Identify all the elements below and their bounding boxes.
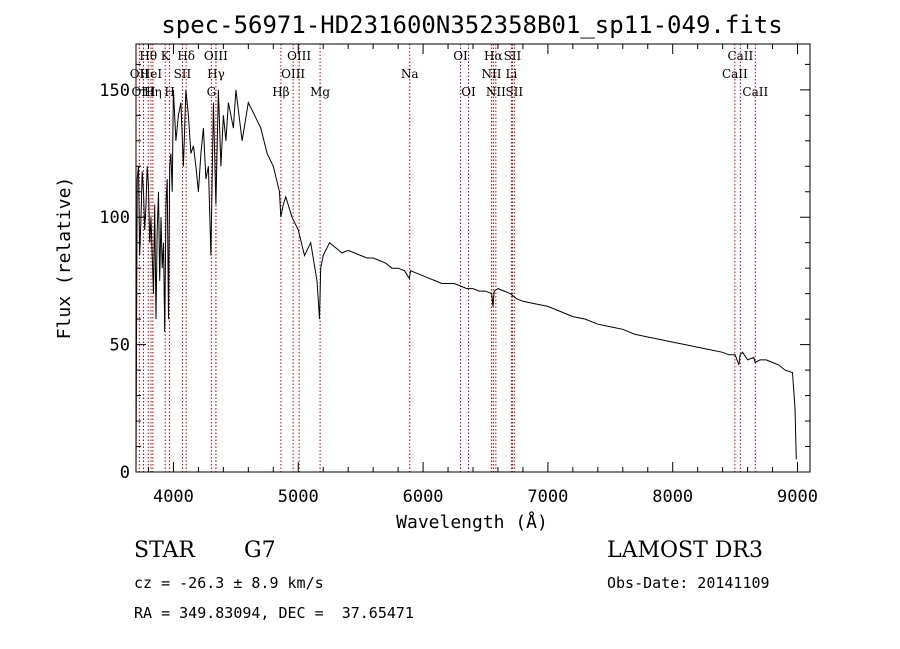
line-label-OIII5007: OIII xyxy=(287,49,311,63)
line-label-Heta: Hη xyxy=(144,85,162,99)
line-label-Halpha: Hα xyxy=(484,49,503,63)
line-label-NII6548: NII xyxy=(481,67,501,81)
y-tick-label: 50 xyxy=(110,336,130,356)
observation-date: Obs-Date: 20141109 xyxy=(607,574,770,592)
x-tick-label: 5000 xyxy=(278,487,319,507)
line-label-Hgamma: Hγ xyxy=(207,67,225,81)
spectrum-line xyxy=(135,89,797,473)
line-label-Na: Na xyxy=(401,67,419,81)
x-tick-label: 6000 xyxy=(403,487,444,507)
y-tick-label: 150 xyxy=(99,81,130,101)
line-label-OIII: OIII xyxy=(131,85,155,99)
y-tick-label: 0 xyxy=(120,463,130,483)
line-label-Hbeta: Hβ xyxy=(272,85,289,99)
x-axis: 4000 5000 6000 7000 8000 9000 xyxy=(147,44,818,507)
x-tick-label: 8000 xyxy=(652,487,693,507)
spectral-subclass: G7 xyxy=(244,538,276,563)
ra-dec-coordinates: RA = 349.83094, DEC = 37.65471 xyxy=(134,604,414,622)
y-tick-label: 100 xyxy=(99,208,130,228)
y-axis-label: Flux (relative) xyxy=(54,177,75,340)
x-tick-label: 4000 xyxy=(153,487,194,507)
line-label-OII: OII xyxy=(130,67,150,81)
line-label-He1: HeI xyxy=(140,67,163,81)
line-label-OI6364: OI xyxy=(461,85,476,99)
line-label-K: K xyxy=(161,49,171,63)
line-label-SII6716: SII xyxy=(504,49,522,63)
x-tick-label: 7000 xyxy=(527,487,568,507)
line-markers xyxy=(138,44,756,472)
line-label-CaII8542: CaII xyxy=(727,49,753,63)
survey-name: LAMOST DR3 xyxy=(607,538,763,563)
object-type: STAR xyxy=(134,538,195,563)
x-tick-label: 9000 xyxy=(777,487,818,507)
y-axis: 0 50 100 150 xyxy=(99,63,810,483)
redshift-velocity: cz = -26.3 ± 8.9 km/s xyxy=(134,574,324,592)
x-axis-label: Wavelength (Å) xyxy=(396,511,548,533)
line-label-HE: Hθ xyxy=(139,49,157,63)
line-label-CaII8662: CaII xyxy=(742,85,768,99)
line-label-G: G xyxy=(207,85,217,99)
line-label-SII6731: SII xyxy=(505,85,523,99)
line-label-NII6583: NII xyxy=(486,85,506,99)
line-label-Li: Li xyxy=(506,67,518,81)
plot-frame xyxy=(135,43,811,473)
line-label-OI6300: OI xyxy=(453,49,468,63)
line-label-Hdelta: Hδ xyxy=(177,49,195,63)
line-label-SII4072: SII xyxy=(174,67,192,81)
line-label-OIII4959: OIII xyxy=(281,67,305,81)
line-label-OIII4363: OIII xyxy=(204,49,228,63)
line-label-CaII8498: CaII xyxy=(722,67,748,81)
line-label-Mg: Mg xyxy=(310,85,330,99)
line-label-H: H xyxy=(164,85,174,99)
chart-title: spec-56971-HD231600N352358B01_sp11-049.f… xyxy=(161,11,782,39)
